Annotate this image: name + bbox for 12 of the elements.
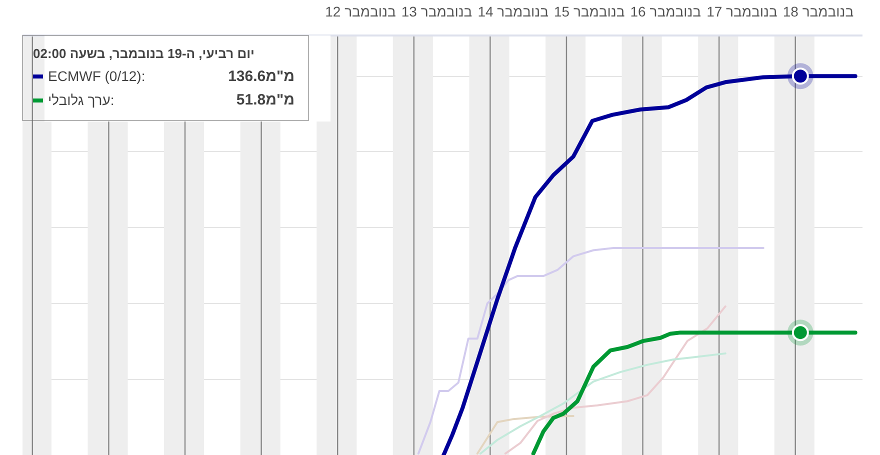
x-tick-label: 12 בנובמבר <box>325 4 396 20</box>
x-tick-label: 18 בנובמבר <box>782 4 854 20</box>
legend-title: יום רביעי, ה-19 בנובמבר, בשעה 02:00 <box>33 46 256 61</box>
annotation: 51.8מ"מ <box>236 92 295 109</box>
legend-label: ECMWF (0/12): <box>48 68 146 84</box>
x-tick-label: 14 בנובמבר <box>478 4 548 20</box>
legend-label: ערך גלובלי: <box>48 92 114 108</box>
x-tick-label: 13 בנובמבר <box>401 4 472 20</box>
x-tick-label: 16 בנובמבר <box>630 4 702 20</box>
annotation: 136.6מ"מ <box>228 68 295 85</box>
x-tick-label: 17 בנובמבר <box>706 4 778 20</box>
x-tick-label: 15 בנובמבר <box>554 4 625 20</box>
